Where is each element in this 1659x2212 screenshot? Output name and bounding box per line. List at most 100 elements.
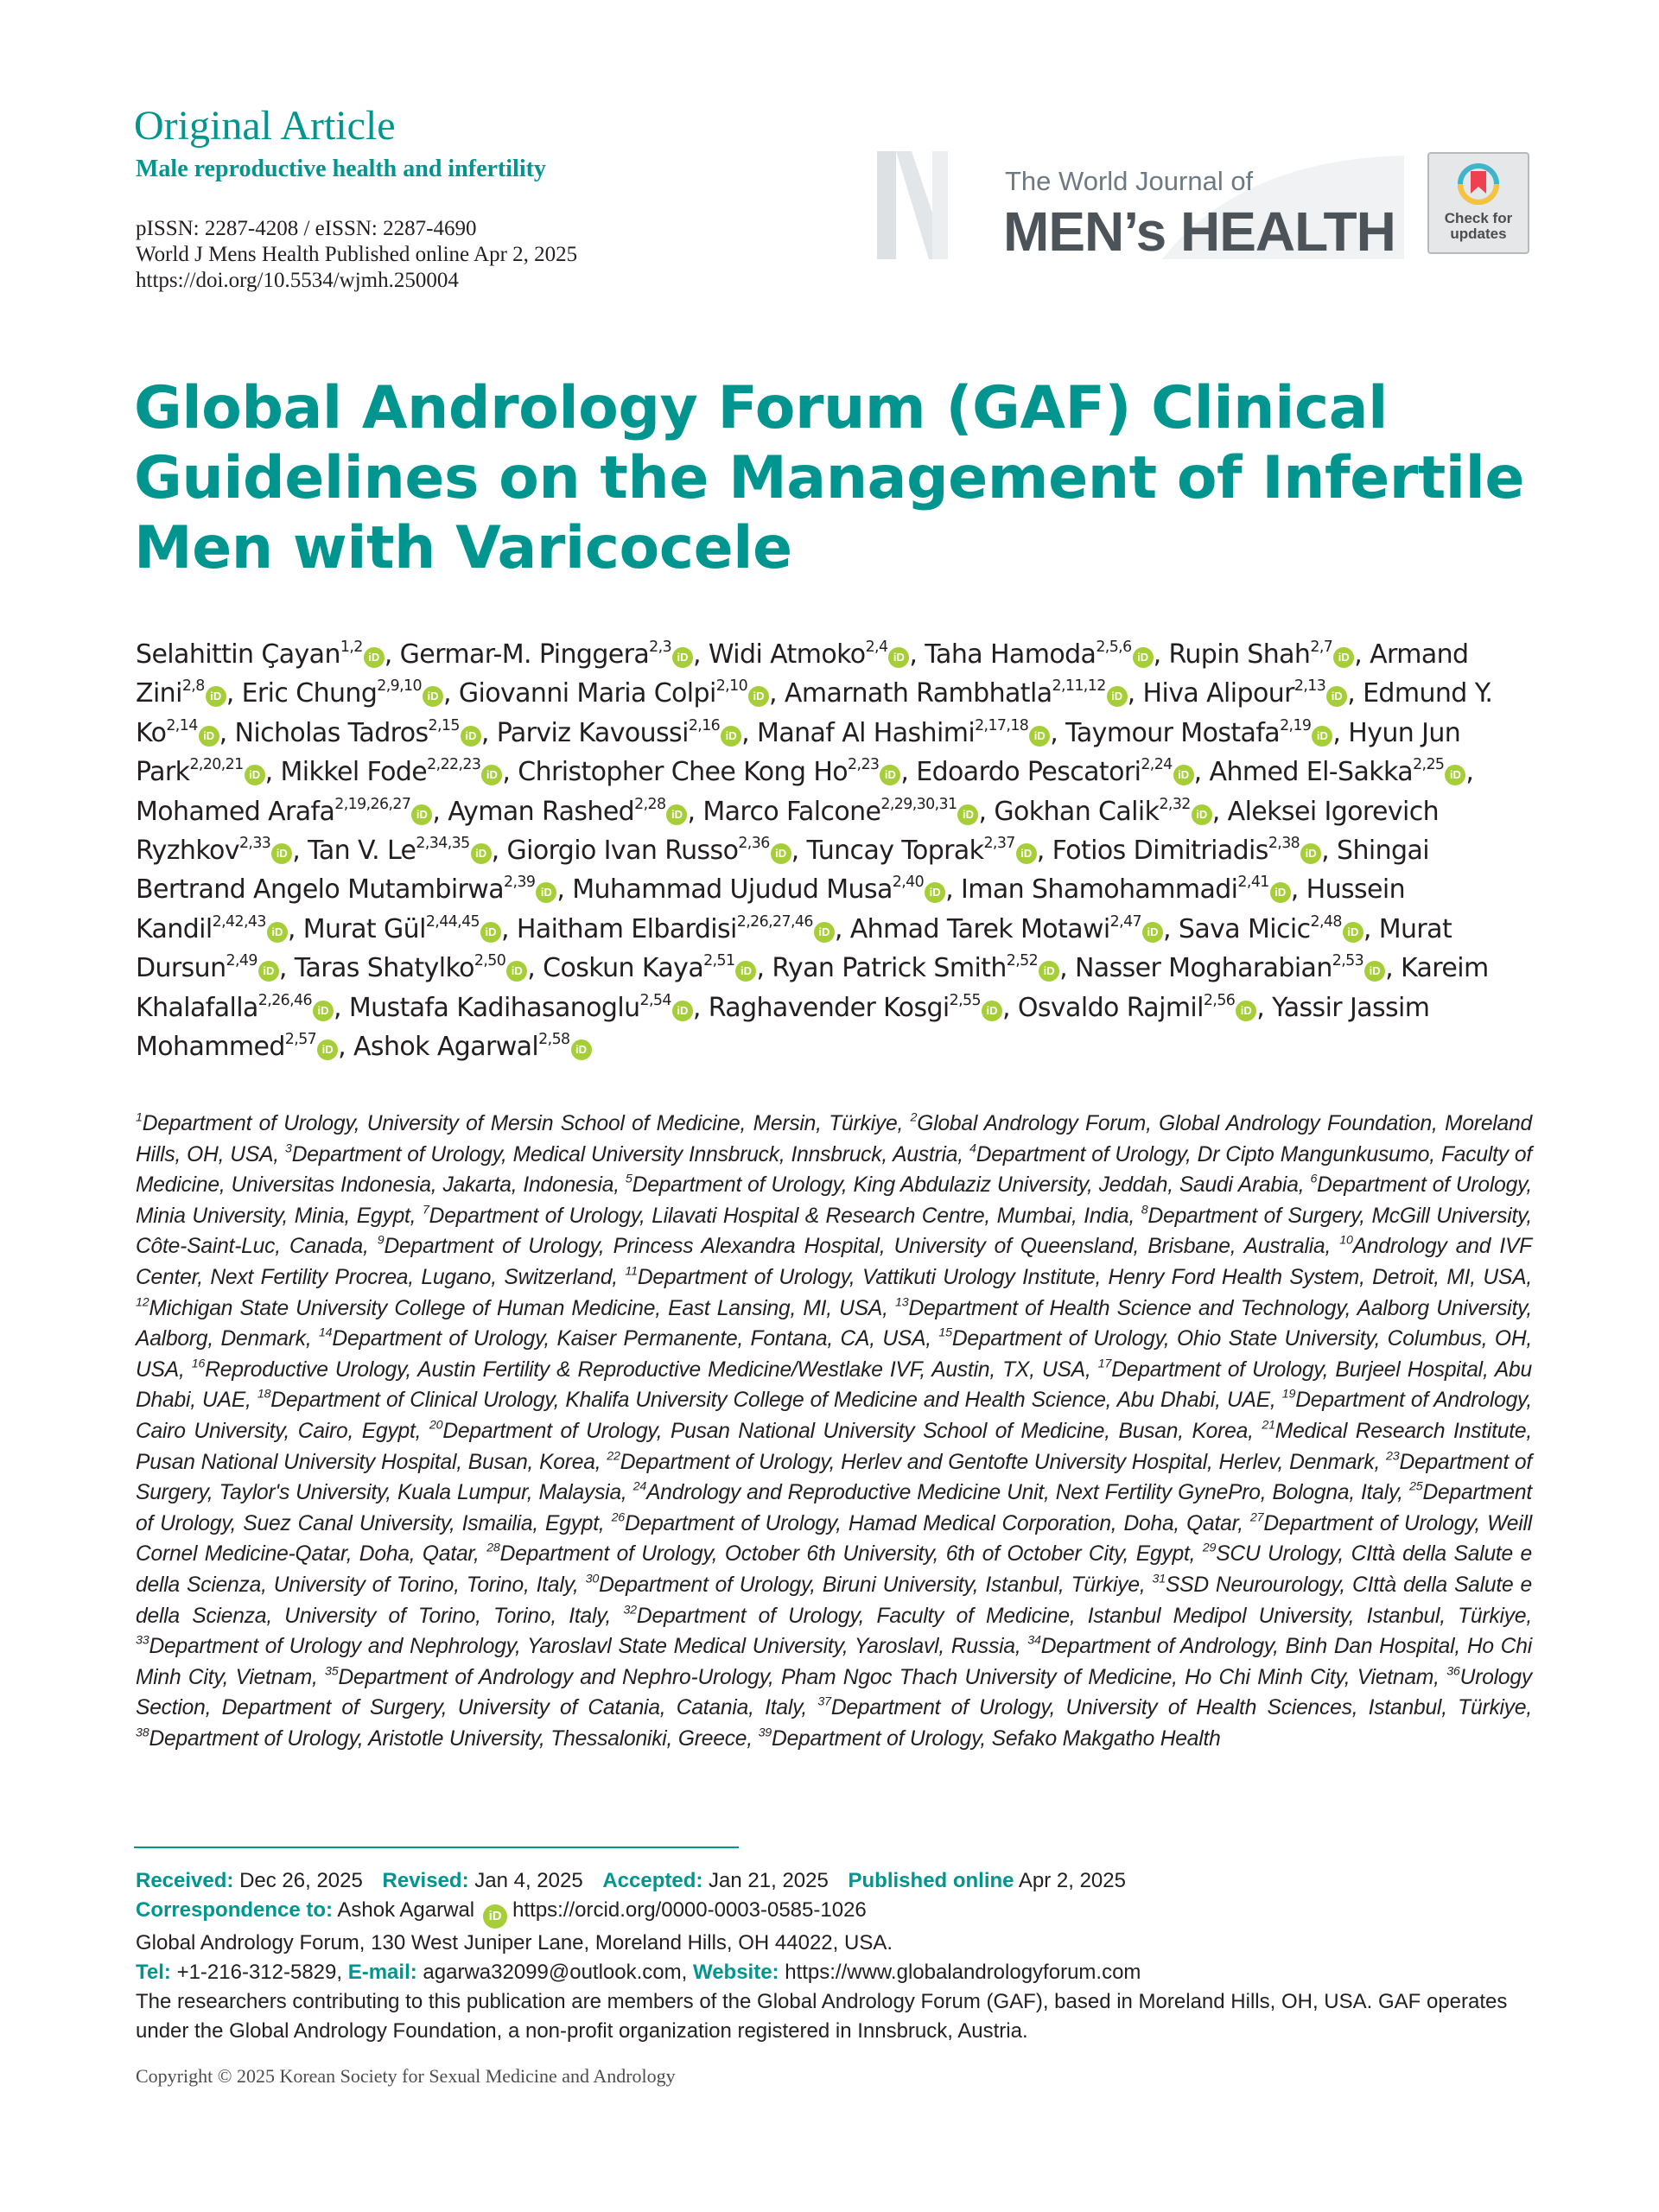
affiliation: 13Department of Health Science and Techn… [136,1296,1532,1351]
affiliation: 33Department of Urology and Nephrology, … [136,1634,1021,1658]
affiliation-number: 5 [625,1172,632,1186]
affiliation-number: 11 [625,1264,638,1279]
orcid-icon[interactable]: iD [671,1000,693,1021]
author-name: Edoardo Pescatori [916,757,1141,788]
orcid-icon[interactable]: iD [1445,765,1466,786]
email-link[interactable]: agarwa32099@outlook.com, [423,1961,688,1984]
affiliation-text: Department of Urology, Vattikuti Urology… [637,1265,1532,1289]
orcid-icon[interactable]: iD [1142,921,1163,943]
orcid-icon[interactable]: iD [1029,725,1051,747]
orcid-icon[interactable]: iD [506,961,528,982]
author-name: Eric Chung [241,678,378,709]
orcid-icon[interactable]: iD [1132,647,1154,668]
orcid-icon[interactable]: iD [925,882,946,904]
orcid-icon[interactable]: iD [666,804,688,825]
author: Eric Chung2,9,10iD [242,678,443,709]
orcid-icon[interactable]: iD [312,1000,334,1021]
tel-label: Tel: [136,1961,171,1984]
author-affiliation-refs: 2,32 [1159,795,1191,813]
affiliation-number: 15 [938,1325,952,1340]
crossmark-icon [1458,163,1499,205]
orcid-icon[interactable]: iD [770,843,791,865]
author-name: Fotios Dimitriadis [1052,836,1269,867]
orcid-icon[interactable]: iD [1312,725,1333,747]
orcid-icon[interactable]: iD [735,961,757,982]
author-affiliation-refs: 2,38 [1268,834,1300,852]
orcid-icon[interactable]: iD [271,843,293,865]
orcid-icon[interactable]: iD [317,1039,339,1061]
orcid-icon[interactable]: iD [1173,765,1194,786]
orcid-icon[interactable]: iD [257,961,279,982]
orcid-icon[interactable]: iD [1364,961,1386,982]
orcid-icon[interactable]: iD [981,1000,1002,1021]
orcid-icon[interactable]: iD [460,725,481,747]
author-affiliation-refs: 2,17,18 [975,716,1029,734]
orcid-icon[interactable]: iD [198,725,219,747]
author-name: Taymour Mostafa [1065,717,1281,748]
orcid-icon[interactable]: iD [880,765,901,786]
orcid-icon[interactable]: iD [483,1904,508,1929]
affiliation-number: 24 [632,1479,647,1494]
orcid-icon[interactable]: iD [481,765,503,786]
affiliation-text: Department of Urology, King Abdulaziz Un… [632,1173,1305,1198]
orcid-icon[interactable]: iD [480,921,502,943]
orcid-icon[interactable]: iD [1039,961,1060,982]
orcid-icon[interactable]: iD [205,686,226,708]
orcid-icon[interactable]: iD [244,765,265,786]
affiliation-text: Department of Urology, University of Mer… [142,1112,904,1135]
author-name: Mohamed Arafa [136,796,335,827]
affiliation: 25Department of Urology, Suez Canal Univ… [136,1480,1532,1535]
orcid-icon[interactable]: iD [1342,921,1363,943]
author-name: Ayman Rashed [448,796,635,827]
orcid-icon[interactable]: iD [266,921,288,943]
published-date: Apr 2, 2025 [1018,1869,1126,1892]
author-name: Mustafa Kadihasanoglu [348,992,640,1023]
orcid-icon[interactable]: iD [1326,686,1348,708]
affiliation-text: Global Andrology Forum, Global Andrology… [136,1112,1532,1166]
article-footer: Received: Dec 26, 2025 Revised: Jan 4, 2… [136,1866,1535,2046]
doi-link[interactable]: https://doi.org/10.5534/wjmh.250004 [136,269,459,292]
orcid-icon[interactable]: iD [1106,686,1128,708]
orcid-icon[interactable]: iD [1269,882,1291,904]
orcid-icon[interactable]: iD [1191,804,1212,825]
author: Ahmad Tarek Motawi2,47iD [850,914,1163,944]
author-name: Raghavender Kosgi [708,992,950,1023]
orcid-icon[interactable]: iD [813,921,835,943]
affiliation-text: Department of Urology, Medical Universit… [291,1142,963,1166]
orcid-icon[interactable]: iD [536,882,557,904]
author-affiliation-refs: 2,50 [474,952,506,970]
affiliation-text: Department of Urology, Lilavati Hospital… [429,1204,1135,1228]
affiliation: 3Department of Urology, Medical Universi… [285,1142,963,1166]
author-name: Murat Dursun [136,913,1452,984]
orcid-icon[interactable]: iD [721,725,742,747]
orcid-icon[interactable]: iD [748,686,770,708]
orcid-icon[interactable]: iD [672,647,694,668]
orcid-icon[interactable]: iD [470,843,492,865]
author-affiliation-refs: 2,26,27,46 [736,912,814,931]
author: Edoardo Pescatori2,24iD [916,757,1194,788]
orcid-icon[interactable]: iD [411,804,433,825]
orcid-link[interactable]: https://orcid.org/0000-0003-0585-1026 [512,1898,867,1922]
check-for-updates-button[interactable]: Check for updates [1427,152,1529,254]
author-affiliation-refs: 2,41 [1237,874,1269,892]
received-label: Received: [136,1869,234,1892]
orcid-icon[interactable]: iD [422,686,443,708]
orcid-icon[interactable]: iD [363,647,385,668]
author: Nasser Mogharabian2,53iD [1075,953,1386,983]
orcid-icon[interactable]: iD [1333,647,1355,668]
affiliation-text: Andrology and Reproductive Medicine Unit… [646,1481,1403,1505]
affiliation-number: 29 [1202,1541,1217,1555]
orcid-icon[interactable]: iD [1300,843,1322,865]
orcid-icon[interactable]: iD [570,1039,592,1061]
website-link[interactable]: https://www.globalandrologyforum.com [785,1961,1141,1984]
affiliation: 9Department of Urology, Princess Alexand… [378,1235,1332,1259]
orcid-icon[interactable]: iD [1236,1000,1257,1021]
author: Manaf Al Hashimi2,17,18iD [757,716,1051,748]
orcid-icon[interactable]: iD [1015,843,1037,865]
published-label: Published online [848,1869,1014,1892]
affiliation: 19Department of Andrology, Cairo Univers… [136,1389,1532,1443]
received-date: Dec 26, 2025 [239,1869,363,1892]
orcid-icon[interactable]: iD [888,647,910,668]
author-name: Tuncay Toprak [806,836,984,867]
orcid-icon[interactable]: iD [957,804,979,825]
